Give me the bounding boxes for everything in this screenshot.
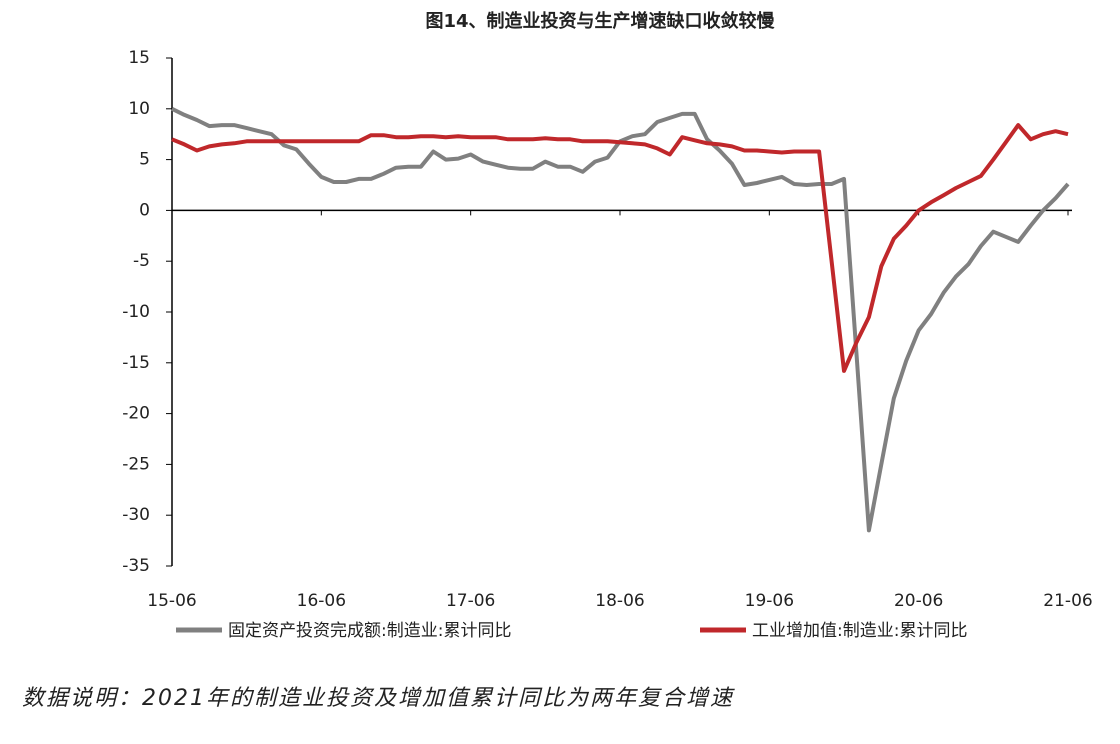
- y-tick-label: -15: [122, 353, 150, 373]
- x-tick-label: 16-06: [297, 591, 346, 611]
- chart-title: 图14、制造业投资与生产增速缺口收敛较慢: [425, 10, 775, 32]
- y-tick-label: -5: [133, 251, 150, 271]
- series-line: [171, 123, 1069, 373]
- y-tick-label: -30: [122, 505, 150, 525]
- legend-label: 工业增加值:制造业:累计同比: [752, 621, 967, 641]
- note: 数据说明：2021年的制造业投资及增加值累计同比为两年复合增速: [22, 686, 735, 711]
- y-tick-label: 10: [128, 99, 150, 119]
- x-tick-label: 21-06: [1043, 591, 1092, 611]
- y-tick-label: -25: [122, 454, 150, 474]
- x-tick-label: 15-06: [147, 591, 196, 611]
- x-tick-label: 19-06: [745, 591, 794, 611]
- y-tick-label: 5: [139, 150, 150, 170]
- x-tick-label: 17-06: [446, 591, 495, 611]
- y-tick-label: -35: [122, 556, 150, 576]
- x-tick-label: 20-06: [894, 591, 943, 611]
- y-tick-label: 15: [128, 48, 150, 68]
- legend-label: 固定资产投资完成额:制造业:累计同比: [228, 621, 511, 641]
- y-tick-label: -20: [122, 404, 150, 424]
- y-tick-label: 0: [139, 200, 150, 220]
- series-line: [171, 107, 1070, 533]
- x-tick-label: 18-06: [595, 591, 644, 611]
- y-tick-label: -10: [122, 302, 150, 322]
